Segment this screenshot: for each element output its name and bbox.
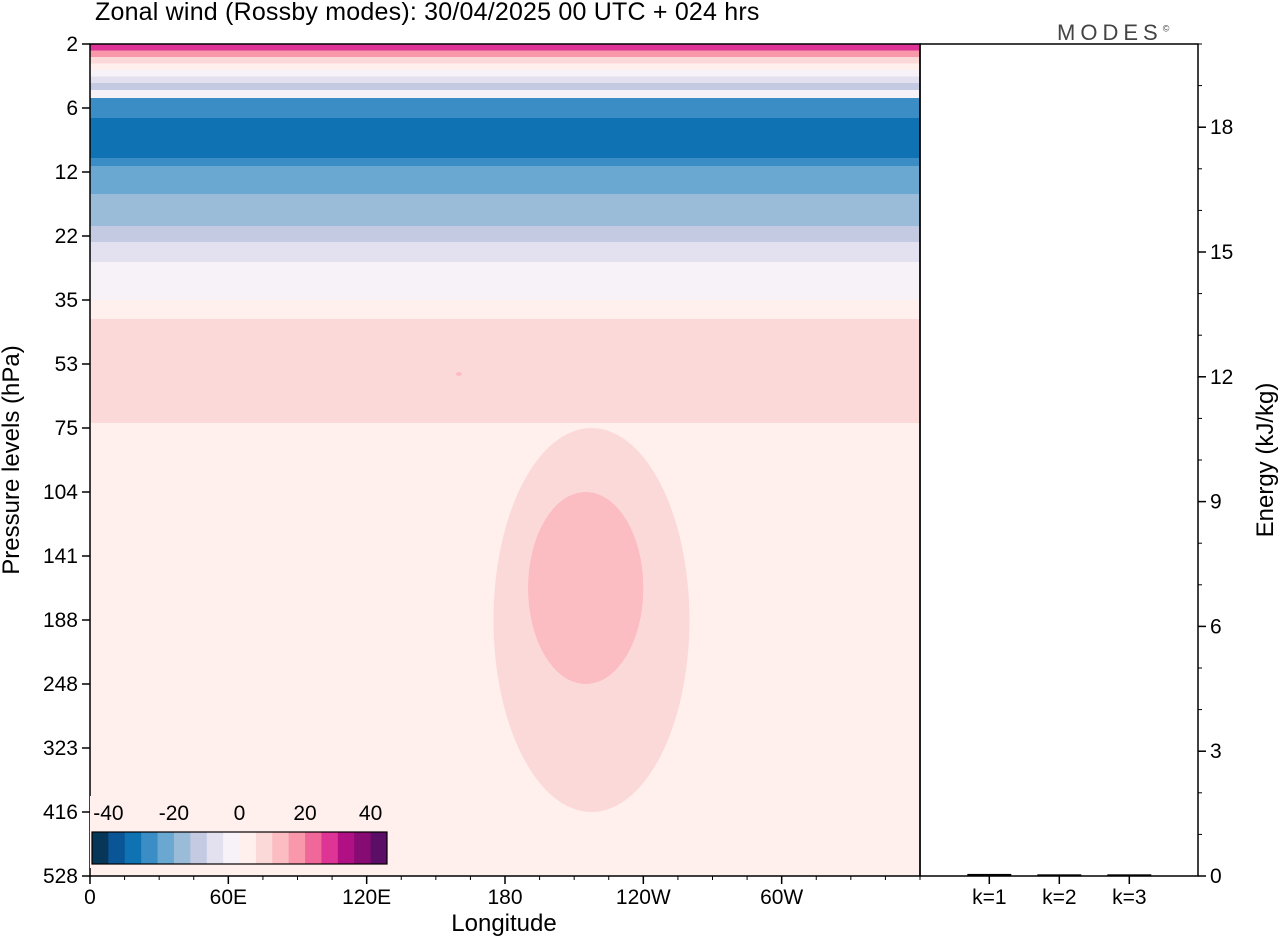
wind-band: [90, 194, 920, 226]
x-tick-120E: 120E: [342, 886, 391, 909]
y-tick-75: 75: [55, 417, 78, 440]
energy-bar-k=3: [1107, 874, 1152, 876]
y-tick-53: 53: [55, 353, 78, 376]
wind-band: [90, 226, 920, 242]
wind-band: [90, 44, 920, 51]
colorbar-swatch: [124, 832, 142, 864]
wind-band: [90, 262, 920, 284]
energy-tick-12: 12: [1210, 366, 1233, 389]
colorbar-swatch: [321, 832, 339, 864]
wind-band: [90, 166, 920, 196]
wind-band: [90, 63, 920, 71]
colorbar-swatch: [108, 832, 126, 864]
energy-tick-6: 6: [1210, 615, 1222, 638]
energy-bars: k=1 k=2 k=3: [967, 873, 1152, 909]
colorbar-label--40: -40: [93, 802, 123, 825]
chart-title: Zonal wind (Rossby modes): 30/04/2025 00…: [95, 0, 760, 26]
y-tick-248: 248: [43, 673, 78, 696]
wind-feature: [528, 492, 644, 684]
wind-band: [90, 76, 920, 84]
colorbar-swatch: [370, 832, 388, 864]
colorbar-swatch: [337, 832, 355, 864]
y-tick-104: 104: [43, 481, 78, 504]
colorbar-swatch: [92, 832, 109, 864]
energy-tick-15: 15: [1210, 241, 1233, 264]
wind-band: [90, 70, 920, 77]
wind-band: [90, 50, 920, 58]
x-tick-0: 0: [84, 886, 96, 909]
energy-bar-k=1: [967, 873, 1012, 876]
x-tick-180: 180: [487, 886, 522, 909]
x-tick-60W: 60W: [760, 886, 803, 909]
colorbar-frame: [91, 831, 388, 865]
colorbar-swatch: [190, 832, 208, 864]
energy-tick-0: 0: [1210, 865, 1222, 888]
colorbar-swatch: [305, 832, 322, 864]
colorbar-swatch: [239, 832, 257, 864]
colorbar-swatch: [223, 832, 240, 864]
colorbar-label--20: -20: [159, 802, 189, 825]
modes-logo: MODES©: [1057, 20, 1170, 45]
energy-plot-frame: [919, 43, 1199, 877]
colorbar-swatch: [157, 832, 175, 864]
y-tick-22: 22: [55, 225, 78, 248]
wind-field: [90, 44, 920, 876]
colorbar-swatch: [255, 832, 273, 864]
wind-band: [90, 242, 920, 262]
y-tick-2: 2: [66, 33, 78, 56]
x-tick-120W: 120W: [616, 886, 671, 909]
wind-band: [90, 282, 920, 302]
y-tick-12: 12: [55, 161, 78, 184]
colorbar-label-0: 0: [234, 802, 246, 825]
energy-category-k=1: k=1: [972, 886, 1006, 909]
colorbar-swatch: [173, 832, 191, 864]
colorbar-swatch: [288, 832, 306, 864]
y-tick-6: 6: [66, 97, 78, 120]
energy-category-k=3: k=3: [1112, 886, 1146, 909]
y-tick-323: 323: [43, 737, 78, 760]
y-tick-141: 141: [43, 545, 78, 568]
y-tick-35: 35: [55, 289, 78, 312]
y-tick-528: 528: [43, 865, 78, 888]
colorbar-swatch: [141, 832, 158, 864]
y-tick-188: 188: [43, 609, 78, 632]
wind-features: [493, 428, 690, 812]
colorbar: -40 -20 0 20 40: [90, 796, 389, 868]
wind-band: [455, 372, 462, 376]
y-tick-416: 416: [43, 801, 78, 824]
energy-tick-18: 18: [1210, 116, 1233, 139]
colorbar-swatch: [272, 832, 290, 864]
colorbar-swatch: [206, 832, 224, 864]
wind-band: [90, 83, 920, 90]
colorbar-label-20: 20: [293, 802, 316, 825]
wind-band: [90, 319, 920, 423]
colorbar-swatch: [354, 832, 372, 864]
wind-band: [90, 118, 920, 158]
wind-band: [90, 57, 920, 64]
energy-category-k=2: k=2: [1042, 886, 1076, 909]
energy-tick-9: 9: [1210, 491, 1222, 514]
colorbar-label-40: 40: [359, 802, 382, 825]
energy-tick-3: 3: [1210, 740, 1222, 763]
x-tick-60E: 60E: [210, 886, 247, 909]
energy-bar-k=2: [1037, 874, 1082, 876]
x-axis-label: Longitude: [451, 910, 557, 937]
